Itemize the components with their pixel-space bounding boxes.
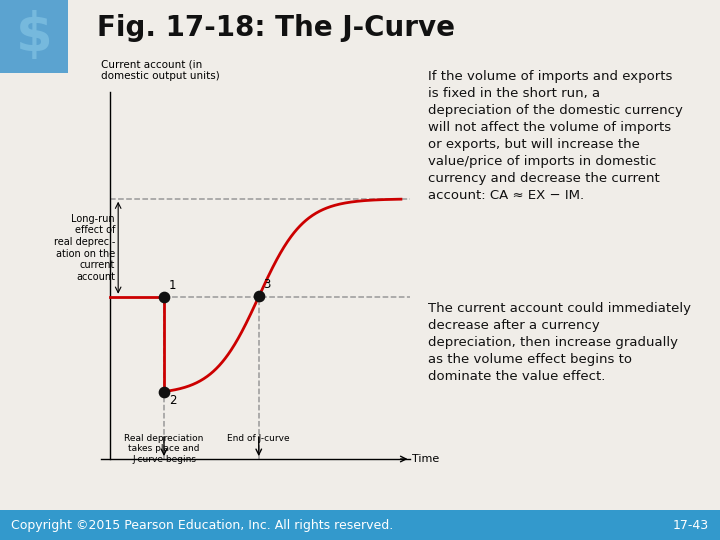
Point — [253, 292, 264, 300]
Text: Current account (in
domestic output units): Current account (in domestic output unit… — [101, 59, 220, 81]
Text: The current account could immediately
decrease after a currency
depreciation, th: The current account could immediately de… — [428, 302, 691, 383]
Text: Copyright ©2015 Pearson Education, Inc. All rights reserved.: Copyright ©2015 Pearson Education, Inc. … — [11, 518, 393, 532]
Text: Real depreciation
takes place and
J-curve begins: Real depreciation takes place and J-curv… — [125, 434, 204, 464]
Text: 1: 1 — [168, 279, 176, 292]
Text: Time: Time — [412, 454, 439, 464]
Text: $: $ — [16, 10, 53, 63]
Text: Long-run
effect of
real depreci-
ation on the
current
account: Long-run effect of real depreci- ation o… — [54, 214, 115, 282]
Text: 3: 3 — [264, 278, 271, 291]
Point — [158, 292, 170, 301]
Text: 17-43: 17-43 — [673, 518, 709, 532]
Text: If the volume of imports and exports
is fixed in the short run, a
depreciation o: If the volume of imports and exports is … — [428, 70, 683, 202]
Text: 2: 2 — [168, 394, 176, 407]
Text: Fig. 17-18: The J-Curve: Fig. 17-18: The J-Curve — [97, 14, 455, 42]
Text: End of J-curve: End of J-curve — [228, 434, 290, 443]
Point — [158, 387, 170, 396]
